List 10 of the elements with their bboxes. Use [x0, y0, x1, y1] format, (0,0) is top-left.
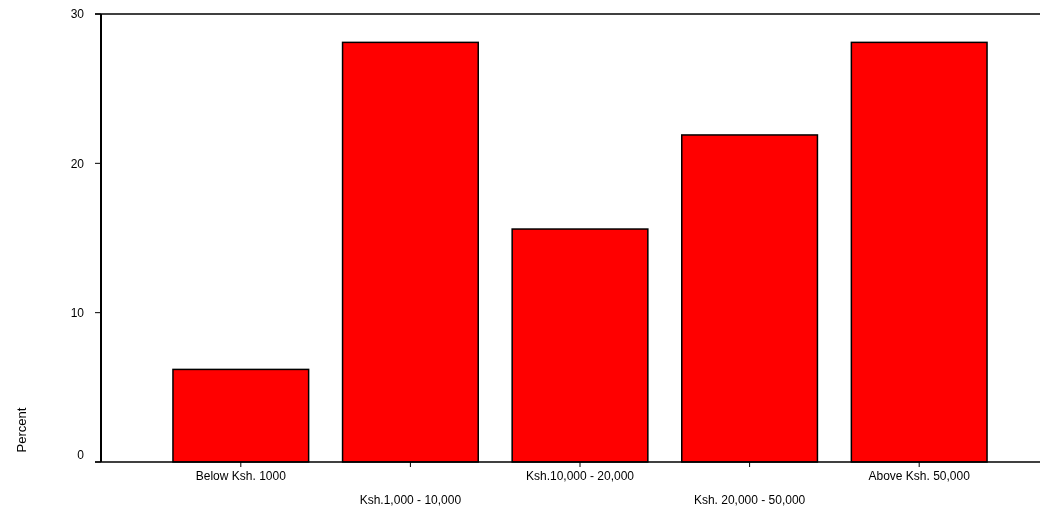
y-axis-title: Percent — [14, 407, 29, 453]
x-tick-label: Above Ksh. 50,000 — [868, 469, 971, 483]
x-tick-label: Ksh. 20,000 - 50,000 — [693, 493, 806, 507]
y-tick-label: 20 — [70, 156, 85, 171]
x-tick-label: Below Ksh. 1000 — [195, 469, 287, 483]
x-tick-label: Ksh.10,000 - 20,000 — [525, 469, 635, 483]
y-tick-label: 10 — [70, 305, 85, 320]
x-tick-label: Ksh.1,000 - 10,000 — [359, 493, 462, 507]
y-tick-label: 30 — [70, 7, 85, 22]
y-tick-label: 0 — [77, 448, 85, 463]
